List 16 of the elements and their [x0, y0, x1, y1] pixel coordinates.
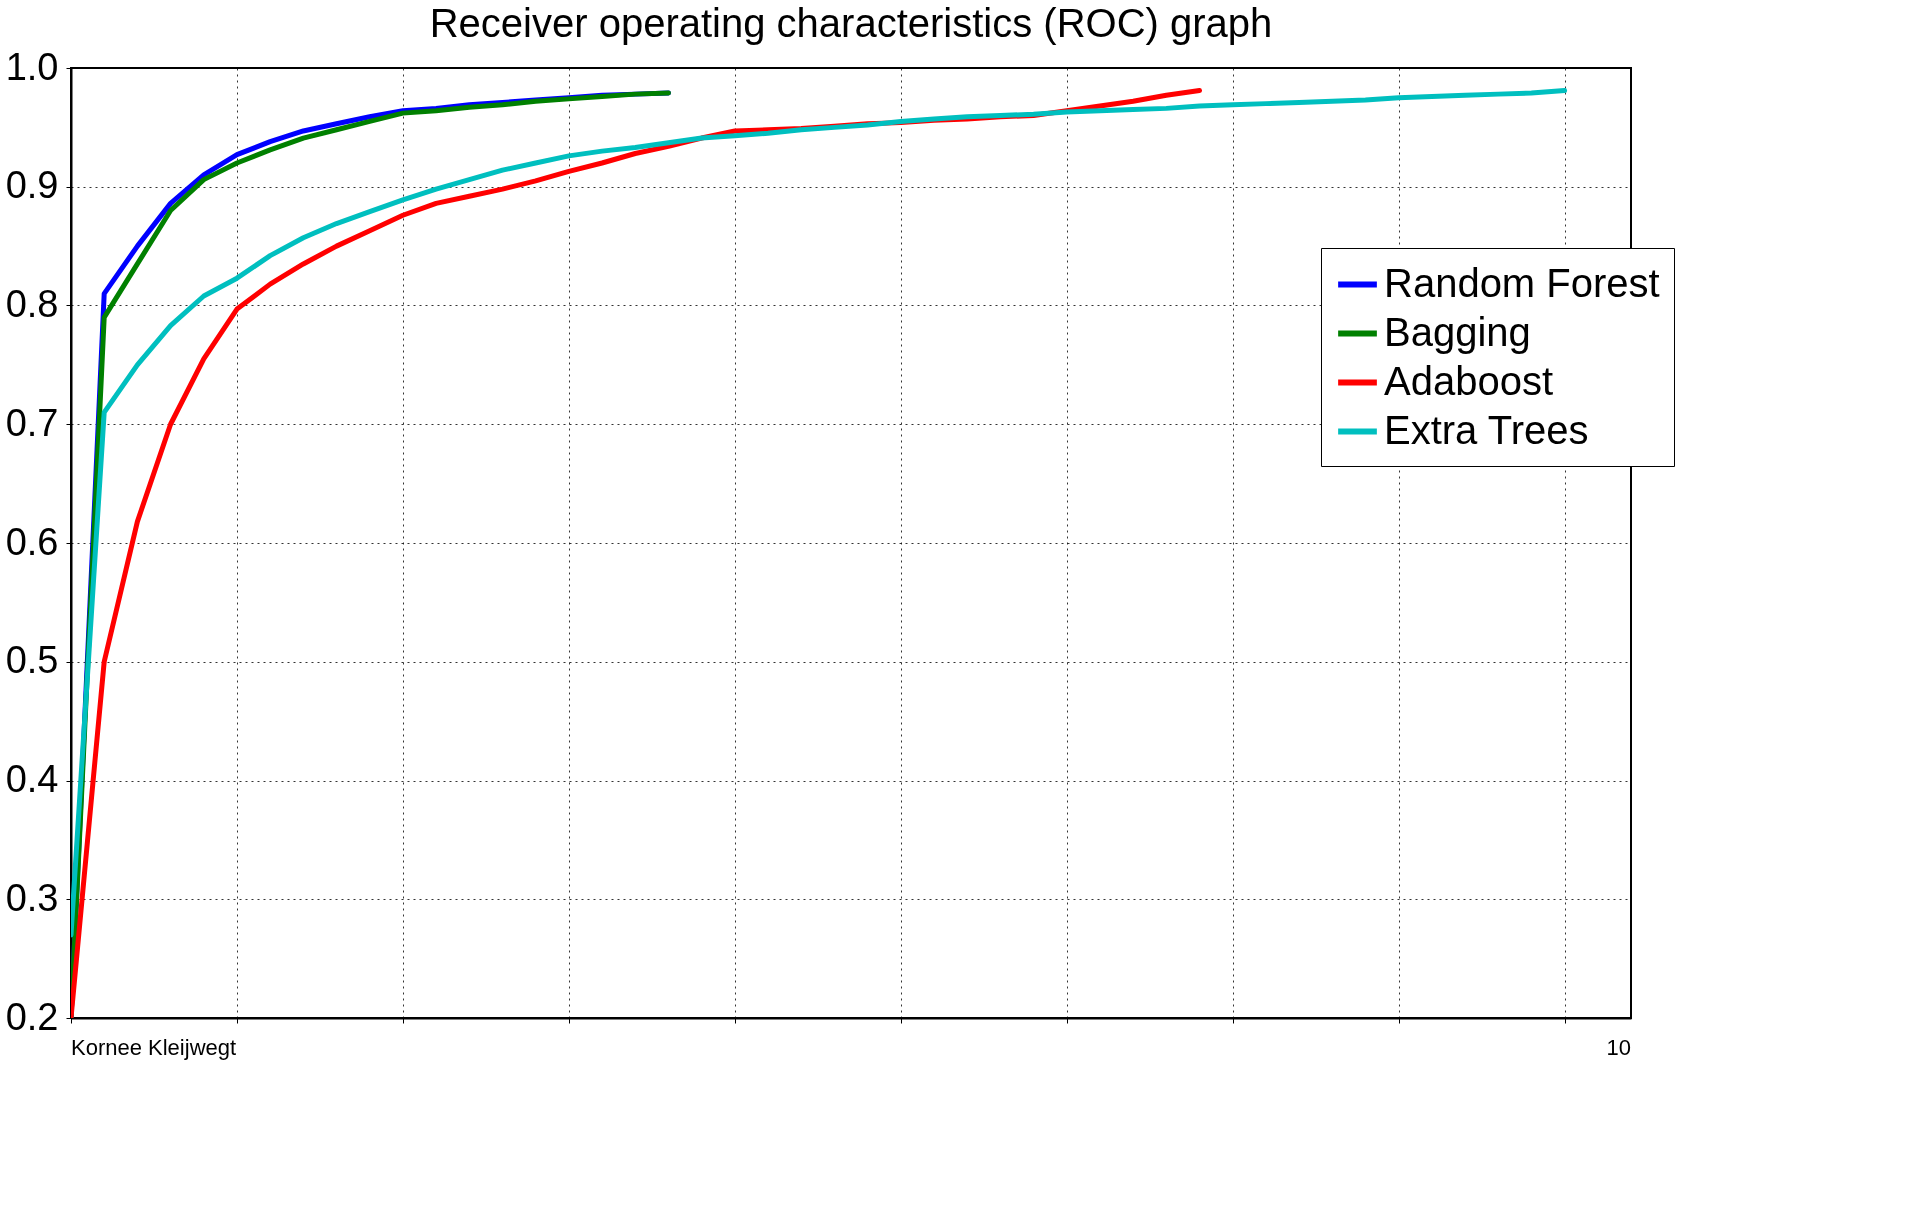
y-tick-label: 0.4	[5, 758, 59, 800]
legend-label: Extra Trees	[1384, 407, 1589, 452]
text: Kornee Kleijwegt	[71, 1035, 237, 1060]
legend-label: Adaboost	[1384, 358, 1554, 403]
chart-title: Receiver operating characteristics (ROC) graph	[429, 1, 1273, 45]
y-tick-label: 0.8	[5, 283, 59, 325]
y-tick-label: 0.2	[5, 995, 59, 1038]
y-tick-label: 0.3	[5, 876, 59, 919]
y-tick-label: 1.0	[5, 45, 59, 88]
text: 10	[1606, 1035, 1631, 1060]
y-tick-label: 0.9	[5, 164, 59, 207]
y-tick-label: 0.7	[5, 401, 59, 444]
legend-label: Random Forest	[1384, 260, 1660, 305]
y-tick-label: 0.5	[5, 639, 59, 682]
y-tick-label: 0.6	[5, 520, 59, 563]
legend-label: Bagging	[1384, 309, 1531, 354]
